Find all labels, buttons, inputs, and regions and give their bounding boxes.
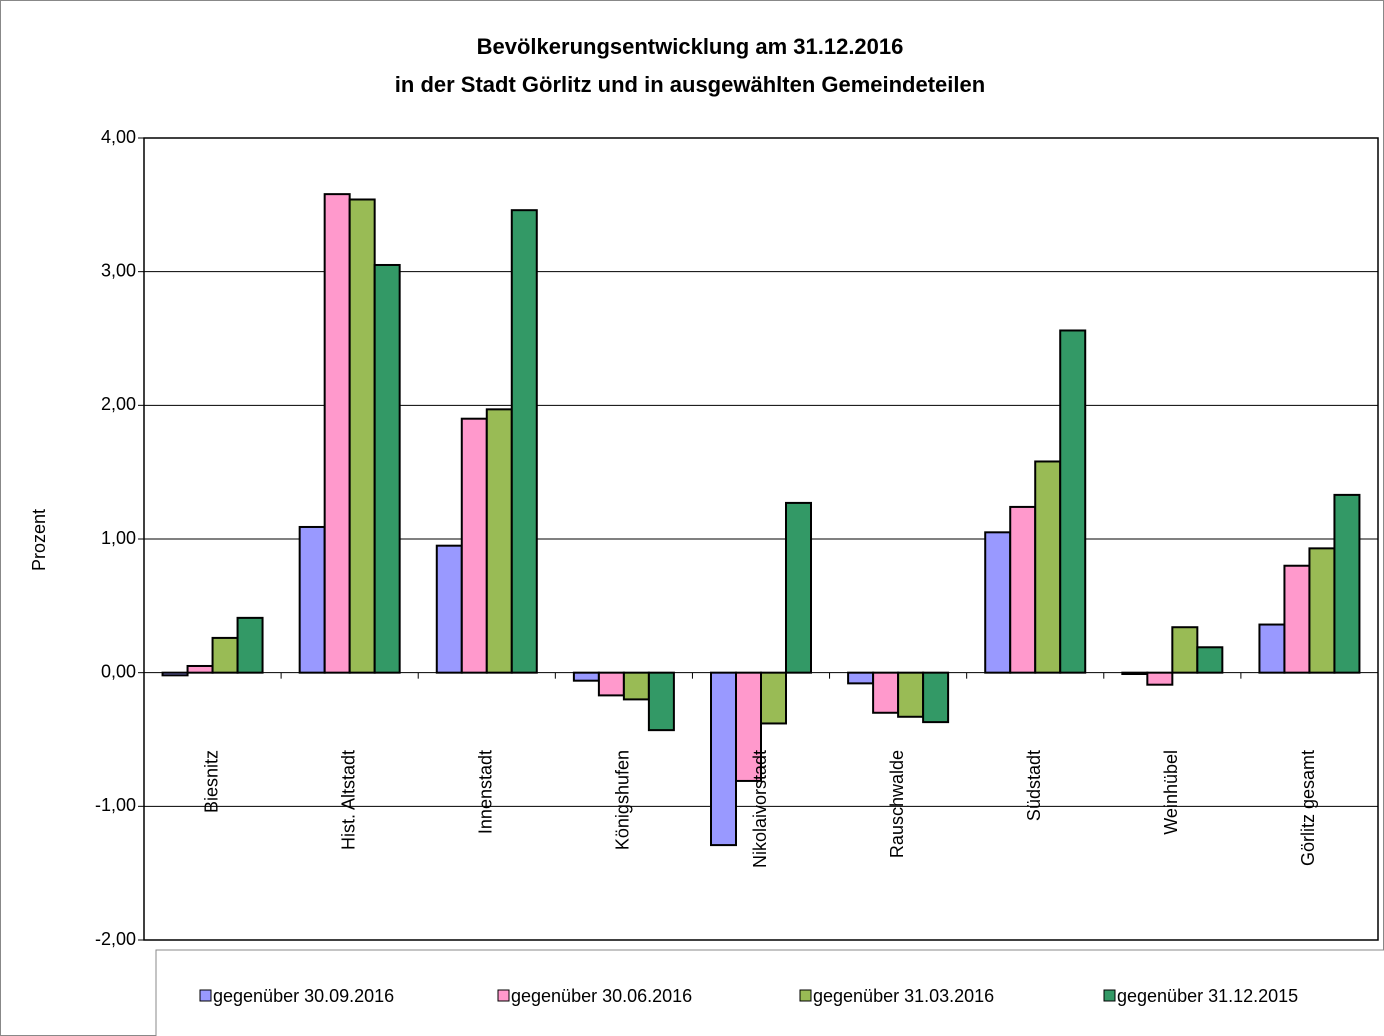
bar: [348, 198, 376, 674]
chart-subtitle: in der Stadt Görlitz und in ausgewählten…: [395, 72, 985, 97]
x-tick-label: Nikolaivorstadt: [750, 750, 770, 868]
x-tick-label: Biesnitz: [201, 750, 221, 813]
bar: [435, 544, 463, 674]
legend-box: [155, 949, 1384, 1036]
bar: [1146, 671, 1174, 686]
bar: [510, 209, 538, 674]
bar: [485, 408, 513, 674]
bar: [1171, 626, 1199, 674]
bar: [460, 417, 488, 674]
bar: [572, 671, 600, 682]
bar: [760, 671, 787, 725]
bar: [1034, 460, 1062, 674]
y-tick-label: 1,00: [101, 528, 136, 548]
bar: [211, 636, 239, 674]
legend-label: gegenüber 30.09.2016: [213, 986, 394, 1006]
bar: [1196, 646, 1224, 674]
bar: [1258, 623, 1286, 674]
bar: [847, 671, 875, 685]
legend-swatch: [799, 989, 812, 1002]
bar: [897, 671, 925, 718]
bar: [1283, 564, 1311, 674]
bar: [373, 263, 401, 674]
bar: [785, 501, 812, 674]
legend-swatch: [1103, 989, 1116, 1002]
plot-area: [143, 137, 1379, 941]
y-tick-label: 3,00: [101, 260, 136, 280]
bar: [1333, 493, 1361, 674]
bar: [1121, 671, 1149, 676]
x-tick-label: Königshufen: [613, 750, 633, 850]
bar: [1308, 547, 1336, 674]
bar: [622, 671, 650, 701]
bar: [161, 671, 189, 677]
bar: [1009, 505, 1037, 674]
bar: [298, 525, 326, 674]
bar: [735, 671, 762, 782]
bar: [984, 531, 1012, 674]
bar: [236, 616, 264, 674]
bar: [922, 671, 950, 724]
legend-label: gegenüber 31.12.2015: [1117, 986, 1298, 1006]
y-tick-label: 0,00: [101, 661, 136, 681]
legend-swatch: [497, 989, 510, 1002]
x-tick-label: Weinhübel: [1161, 750, 1181, 835]
bar: [1059, 329, 1087, 674]
chart-title: Bevölkerungsentwicklung am 31.12.2016: [477, 34, 904, 59]
bar: [323, 193, 351, 674]
x-tick-label: Hist. Altstadt: [338, 750, 358, 850]
x-tick-label: Südstadt: [1024, 750, 1044, 821]
bar: [647, 671, 675, 732]
y-tick-label: -1,00: [95, 795, 136, 815]
bar: [872, 671, 900, 714]
bar: [710, 671, 737, 847]
y-tick-label: 4,00: [101, 127, 136, 147]
legend-label: gegenüber 30.06.2016: [511, 986, 692, 1006]
legend-label: gegenüber 31.03.2016: [813, 986, 994, 1006]
x-tick-label: Rauschwalde: [887, 750, 907, 858]
y-tick-label: 2,00: [101, 394, 136, 414]
bar: [597, 671, 625, 697]
y-tick-label: -2,00: [95, 929, 136, 949]
y-axis-label: Prozent: [29, 509, 49, 571]
legend-swatch: [199, 989, 212, 1002]
x-tick-label: Innenstadt: [476, 750, 496, 834]
x-tick-label: Görlitz gesamt: [1298, 750, 1318, 866]
bar: [186, 664, 214, 674]
